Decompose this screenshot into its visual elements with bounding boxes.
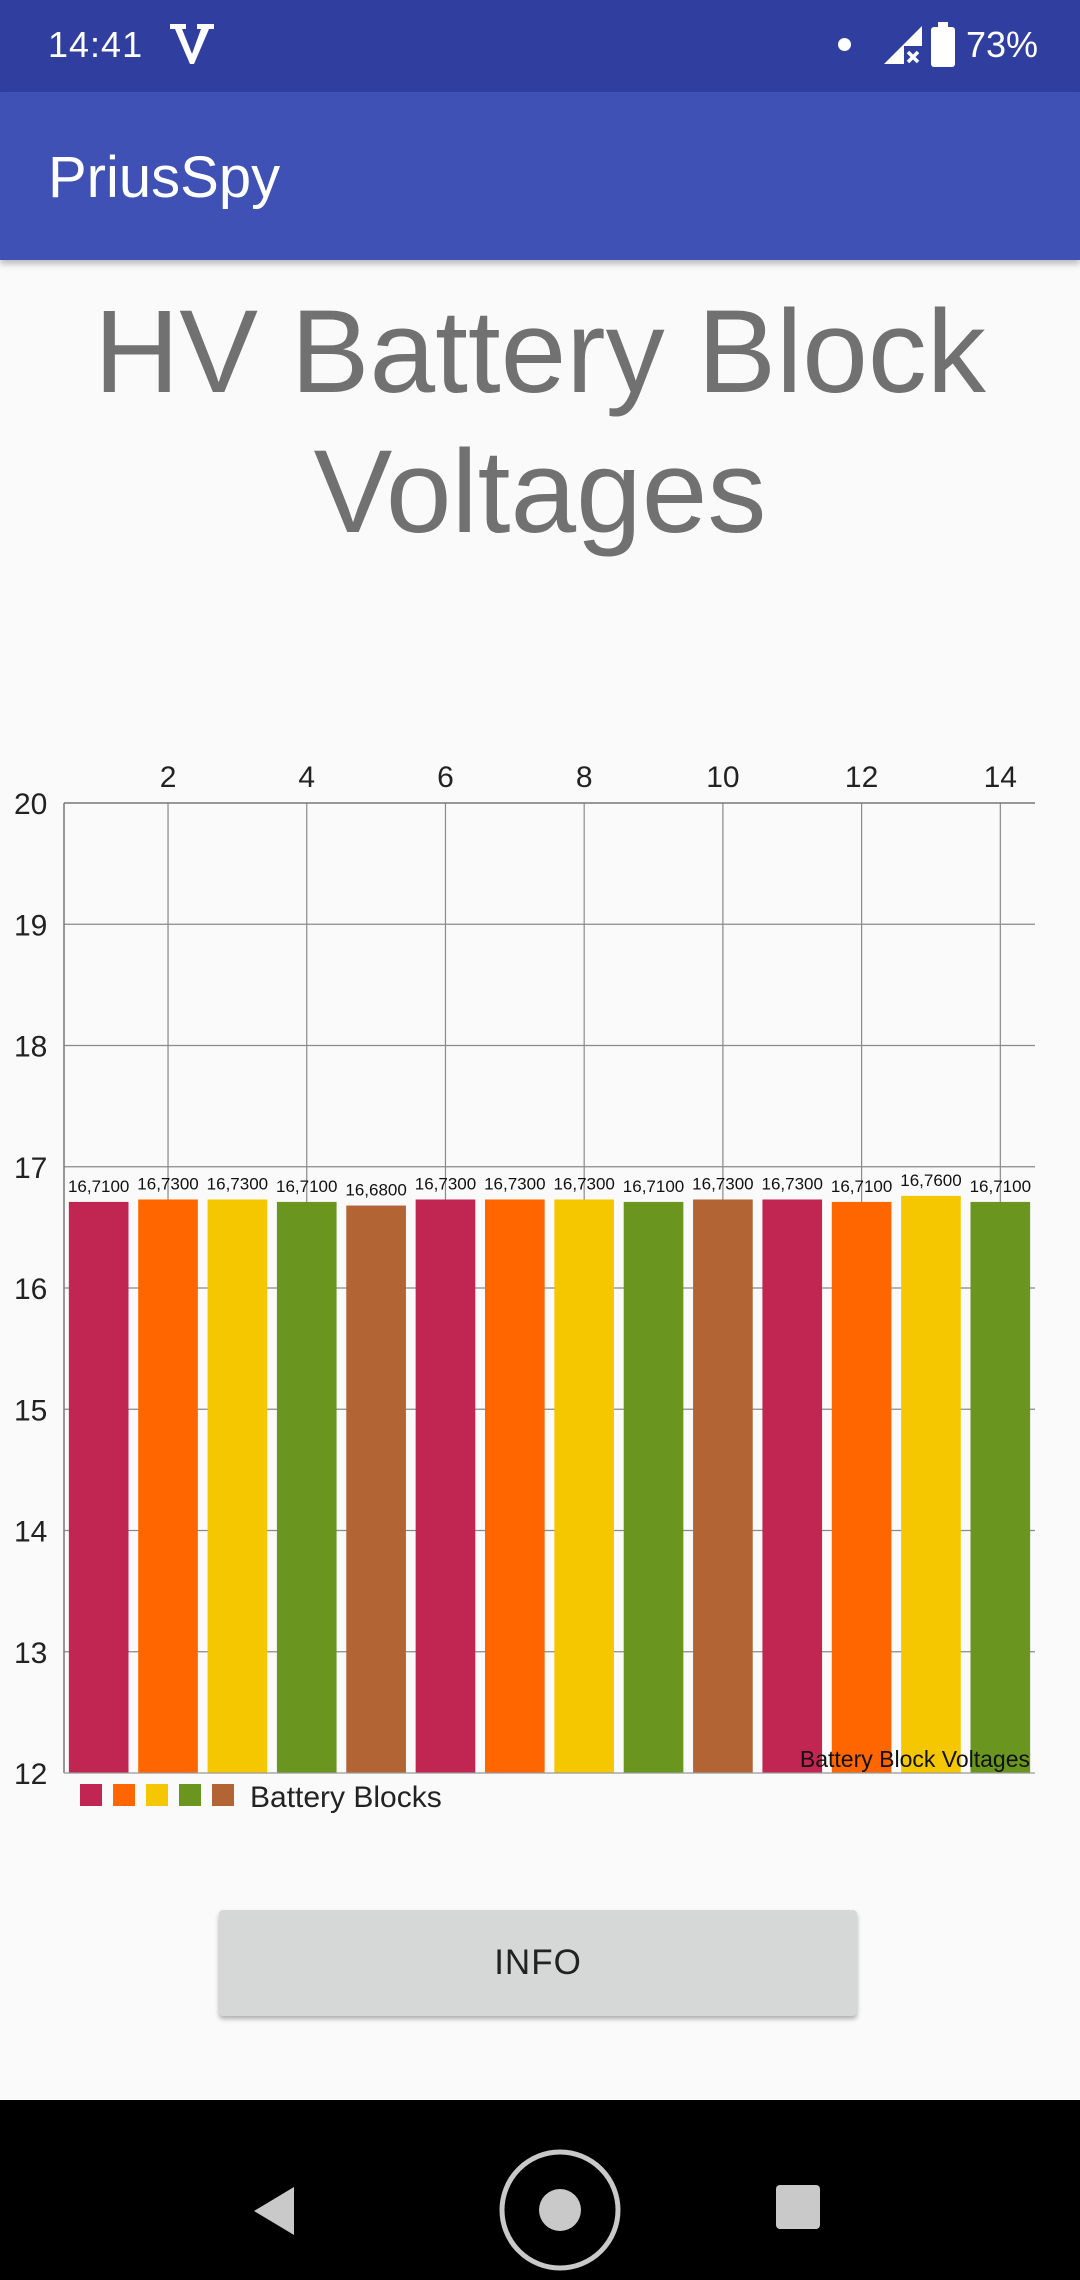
bar-chart[interactable]: 16,7100 16,7300 16,7300 16,7100 16,6800 16,73… [0, 740, 1080, 1830]
y-tick-label: 18 [14, 1031, 47, 1064]
bar-value-label: 16,7300 [762, 1174, 823, 1193]
bar [762, 1199, 823, 1773]
battery-percent: 73% [966, 24, 1039, 65]
signal-no-data-icon [884, 26, 922, 64]
bar-value-label: 16,7100 [831, 1177, 892, 1196]
recents-icon[interactable] [776, 2185, 820, 2229]
battery-icon [931, 22, 955, 67]
legend-swatch [179, 1784, 201, 1806]
back-icon[interactable] [250, 2183, 300, 2239]
bar-value-label: 16,7300 [207, 1174, 268, 1193]
bar-value-label: 16,7100 [276, 1177, 337, 1196]
bar [484, 1199, 545, 1773]
bar [693, 1199, 753, 1773]
bar-value-label: 16,6800 [345, 1181, 406, 1200]
bar [207, 1199, 268, 1773]
bar-value-label: 16,7300 [692, 1174, 753, 1193]
bar [970, 1201, 1031, 1773]
y-tick-label: 17 [14, 1152, 47, 1185]
status-bar: 14:41 73% [0, 0, 1080, 92]
status-time: 14:41 [48, 24, 144, 65]
y-tick-label: 13 [14, 1637, 47, 1670]
chart-description: Battery Block Voltages [800, 1746, 1030, 1772]
bar-value-label: 16,7100 [68, 1177, 129, 1196]
y-tick-label: 19 [14, 909, 47, 942]
y-tick-label: 20 [14, 788, 47, 821]
bar [901, 1195, 961, 1773]
bar-value-label: 16,7300 [553, 1174, 614, 1193]
bar-value-label: 16,7100 [623, 1177, 684, 1196]
legend-swatch [80, 1784, 102, 1806]
x-tick-label: 12 [845, 761, 878, 794]
x-tick-label: 6 [437, 761, 454, 794]
chart-svg[interactable]: 16,7100 16,7300 16,7300 16,7100 16,6800 16,73… [0, 740, 1080, 1830]
notification-dot-icon [838, 38, 851, 51]
bar [346, 1205, 406, 1773]
y-tick-label: 14 [14, 1516, 47, 1549]
bar [68, 1201, 129, 1773]
legend-swatch [212, 1784, 234, 1806]
x-tick-label: 14 [984, 761, 1017, 794]
app-title: PriusSpy [48, 145, 281, 210]
navigation-bar [0, 2100, 1080, 2280]
page-title: HV Battery Block Voltages [94, 286, 986, 558]
legend-swatch [113, 1784, 135, 1806]
bar [276, 1201, 337, 1773]
bar-value-label: 16,7300 [137, 1174, 198, 1193]
y-tick-label: 12 [14, 1758, 47, 1791]
bar [554, 1199, 615, 1773]
bars [68, 1195, 1031, 1773]
bar-value-label: 16,7100 [970, 1177, 1031, 1196]
x-tick-label: 4 [298, 761, 315, 794]
bar [415, 1199, 476, 1773]
y-tick-label: 15 [14, 1394, 47, 1427]
bar [623, 1201, 684, 1773]
legend-swatch [146, 1784, 168, 1806]
bar-value-label: 16,7600 [900, 1171, 961, 1190]
legend: Battery Blocks [80, 1781, 442, 1814]
bar [831, 1201, 892, 1773]
x-tick-label: 8 [576, 761, 593, 794]
y-tick-label: 16 [14, 1273, 47, 1306]
bar-value-label: 16,7300 [415, 1174, 476, 1193]
home-icon[interactable] [497, 2147, 623, 2273]
v-logo-icon [170, 24, 214, 64]
app-bar: PriusSpy [0, 92, 1080, 260]
bar [138, 1199, 198, 1773]
info-button[interactable]: INFO [219, 1910, 857, 2016]
x-tick-label: 10 [706, 761, 739, 794]
axes: 12 13 14 15 16 17 18 19 20 2 4 6 8 10 12 14 [14, 761, 1035, 1791]
x-tick-label: 2 [160, 761, 177, 794]
legend-label: Battery Blocks [250, 1781, 442, 1814]
value-labels: 16,7100 16,7300 16,7300 16,7100 16,6800 16,73… [68, 1171, 1031, 1200]
bar-value-label: 16,7300 [484, 1174, 545, 1193]
